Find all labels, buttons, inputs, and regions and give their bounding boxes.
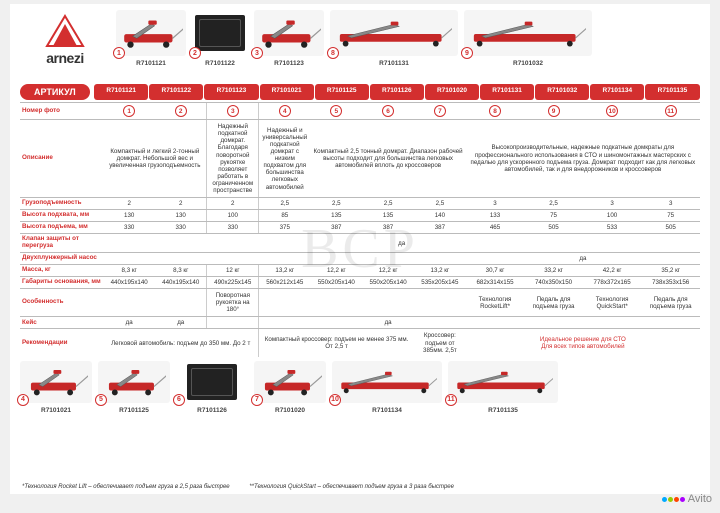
product-sku: R7101032: [513, 60, 543, 67]
product-number-badge: 1: [113, 47, 125, 59]
sku-cell: R7101021: [260, 84, 314, 100]
product-sku: R7101121: [136, 60, 166, 67]
sku-header-cells: R7101121R7101122R7101123R7101021R7101125…: [94, 84, 700, 100]
product-number-badge: 9: [461, 47, 473, 59]
row-label: Кейс: [20, 317, 103, 329]
row-label: Номер фото: [20, 103, 103, 120]
product-sku: R7101131: [379, 60, 409, 67]
footnote-1: *Технология Rocket Lift – обеспечивает п…: [22, 484, 230, 490]
top-product-images: 1 R7101121 2 R7101122 3 R7101123 8 R7101131 9…: [116, 10, 700, 67]
product-sku: R7101020: [275, 407, 305, 414]
product-thumb: 8 R7101131: [330, 10, 458, 67]
sku-cell: R7101134: [590, 84, 644, 100]
logo: arnezi: [20, 10, 110, 66]
row-label: Высота подъема, мм: [20, 222, 103, 234]
product-number-badge: 10: [329, 394, 341, 406]
row-label: Особенность: [20, 289, 103, 317]
row-label: Клапан защиты от перегруза: [20, 234, 103, 253]
product-sku: R7101135: [488, 407, 518, 414]
row-label: Описание: [20, 120, 103, 198]
logo-triangle-icon: [45, 14, 85, 48]
product-thumb: 11 R7101135: [448, 361, 558, 414]
product-sku: R7101125: [119, 407, 149, 414]
article-row: АРТИКУЛ R7101121R7101122R7101123R7101021…: [20, 84, 700, 100]
header: arnezi 1 R7101121 2 R7101122 3 R7101123 8 R71…: [20, 10, 700, 80]
sku-cell: R7101020: [425, 84, 479, 100]
sku-cell: R7101131: [480, 84, 534, 100]
avito-badge: Avito: [661, 493, 712, 505]
product-sku: R7101123: [274, 60, 304, 67]
product-number-badge: 11: [445, 394, 457, 406]
product-thumb: 10 R7101134: [332, 361, 442, 414]
row-label: Габариты основания, мм: [20, 277, 103, 289]
product-number-badge: 3: [251, 47, 263, 59]
sku-cell: R7101122: [149, 84, 203, 100]
product-thumb: 1 R7101121: [116, 10, 186, 67]
spec-sheet: arnezi 1 R7101121 2 R7101122 3 R7101123 8 R71…: [10, 4, 710, 494]
product-number-badge: 4: [17, 394, 29, 406]
product-thumb: 2 R7101122: [192, 10, 248, 67]
product-number-badge: 5: [95, 394, 107, 406]
product-thumb: 4 R7101021: [20, 361, 92, 414]
footnotes: *Технология Rocket Lift – обеспечивает п…: [22, 484, 472, 490]
product-thumb: 9 R7101032: [464, 10, 592, 67]
product-sku: R7101126: [197, 407, 227, 414]
product-thumb: 5 R7101125: [98, 361, 170, 414]
product-thumb: 7 R7101020: [254, 361, 326, 414]
sku-cell: R7101121: [94, 84, 148, 100]
product-number-badge: 6: [173, 394, 185, 406]
spec-table: Номер фото1234567891011ОписаниеКомпактны…: [20, 102, 700, 357]
sku-cell: R7101135: [645, 84, 699, 100]
brand-name: arnezi: [46, 50, 83, 66]
row-label: Масса, кг: [20, 265, 103, 277]
product-sku: R7101122: [205, 60, 235, 67]
row-label: Рекомендации: [20, 329, 103, 357]
product-thumb: 6 R7101126: [176, 361, 248, 414]
product-number-badge: 8: [327, 47, 339, 59]
row-label: Высота подхвата, мм: [20, 210, 103, 222]
product-sku: R7101134: [372, 407, 402, 414]
sku-cell: R7101032: [535, 84, 589, 100]
product-number-badge: 7: [251, 394, 263, 406]
product-thumb: 3 R7101123: [254, 10, 324, 67]
product-sku: R7101021: [41, 407, 71, 414]
row-label: Двухплунжерный насос: [20, 253, 103, 265]
sku-cell: R7101125: [315, 84, 369, 100]
article-label: АРТИКУЛ: [20, 84, 90, 100]
row-label: Грузоподъемность: [20, 198, 103, 210]
bottom-product-images: 4 R7101021 5 R7101125 6 R7101126 7 R7101020 1…: [20, 361, 700, 414]
sku-cell: R7101123: [204, 84, 258, 100]
sku-cell: R7101126: [370, 84, 424, 100]
product-number-badge: 2: [189, 47, 201, 59]
footnote-2: **Технология QuickStart – обеспечивает п…: [249, 484, 454, 490]
